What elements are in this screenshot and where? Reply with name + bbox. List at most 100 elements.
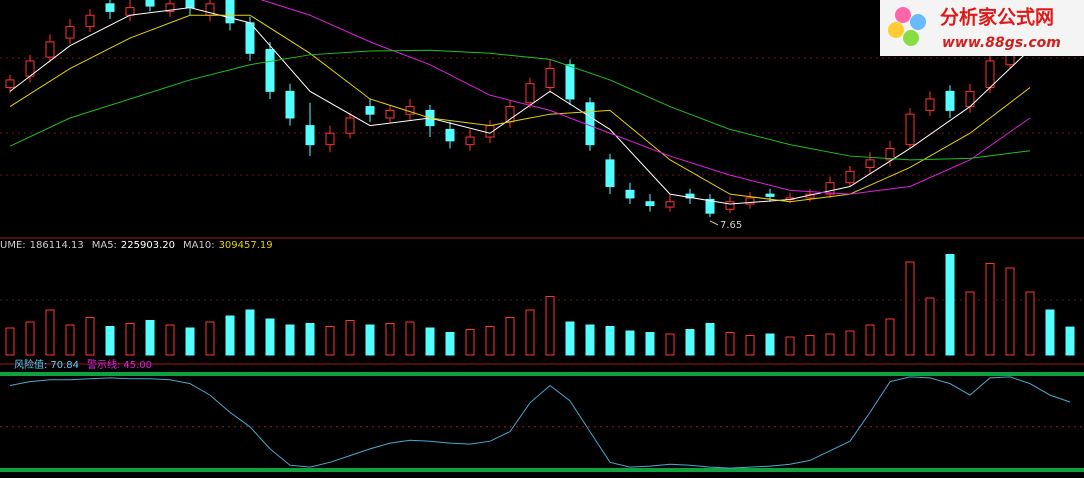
candle-body [985, 60, 995, 89]
candle-body [565, 64, 575, 100]
candle-body [905, 113, 915, 146]
candle-body [5, 79, 15, 89]
logo-petal [888, 22, 904, 38]
volume-bar [585, 324, 595, 356]
volume-bar [705, 323, 715, 356]
volume-bar [205, 321, 215, 356]
candle-body [365, 106, 375, 115]
volume-bar [865, 324, 875, 356]
candle-body [85, 14, 95, 28]
candle-body [685, 193, 695, 199]
volume-bar [1045, 309, 1055, 356]
legend-value: 225903.20 [121, 240, 175, 251]
candle-body [465, 136, 475, 146]
volume-bar [725, 332, 735, 356]
candle-body [625, 189, 635, 199]
volume-bar [5, 327, 15, 356]
volume-bar [445, 332, 455, 356]
volume-bar [125, 323, 135, 356]
volume-bar [145, 320, 155, 356]
logo-url: www.88gs.com [942, 35, 1061, 51]
volume-bar [925, 297, 935, 356]
volume-bar [385, 323, 395, 356]
volume-bar [185, 327, 195, 356]
volume-bar [365, 324, 375, 356]
risk-line [9, 376, 1071, 469]
candle-body [665, 201, 675, 208]
volume-bar [625, 330, 635, 356]
candle-body [325, 132, 335, 146]
candle-body [285, 90, 295, 119]
moving-average [260, 0, 1031, 195]
logo-petal [910, 14, 926, 30]
candle-body [825, 182, 835, 195]
moving-average [9, 14, 1031, 203]
candle-body [725, 201, 735, 210]
volume-bar [1025, 291, 1035, 356]
volume-bar [465, 329, 475, 356]
legend-value: 186114.13 [30, 240, 84, 251]
volume-bar [165, 324, 175, 356]
legend-label: UME: [0, 240, 26, 251]
candle-body [145, 0, 155, 7]
logo: 分析家公式网 www.88gs.com [880, 0, 1084, 56]
legend-label: 警示线: [87, 358, 120, 371]
candle-body [605, 159, 615, 188]
candle-body [885, 147, 895, 161]
candle-body [925, 98, 935, 111]
volume-bar [665, 333, 675, 356]
candle-body [705, 198, 715, 214]
candle-body [125, 7, 135, 16]
candle-body [445, 128, 455, 142]
volume-bar [965, 291, 975, 356]
volume-bar [905, 261, 915, 356]
logo-petal [895, 7, 911, 23]
logo-petal [903, 30, 919, 46]
legend-value: 45.00 [123, 360, 152, 371]
volume-bar [285, 324, 295, 356]
volume-bar [1005, 267, 1015, 356]
candle-body [185, 0, 195, 9]
legend-value: 309457.19 [219, 240, 273, 251]
legend-label: MA10: [183, 240, 215, 251]
candle-body [845, 170, 855, 184]
volume-bar [605, 326, 615, 356]
candle-body [745, 197, 755, 205]
volume-bar [685, 329, 695, 356]
candle-body [585, 102, 595, 146]
volume-bar [645, 332, 655, 356]
candle-body [225, 0, 235, 24]
low-annotation: 7.65 [720, 220, 742, 231]
volume-bar [485, 326, 495, 356]
moving-average [9, 49, 1031, 161]
volume-bar [405, 321, 415, 356]
volume-bar [765, 333, 775, 356]
volume-bar [325, 326, 335, 356]
volume-bar [845, 330, 855, 356]
volume-bar [825, 333, 835, 356]
candle-body [645, 201, 655, 207]
volume-bar [85, 317, 95, 356]
volume-bar [545, 296, 555, 356]
price-grid [0, 57, 1084, 301]
legend-value: 70.84 [50, 360, 79, 371]
volume-bar [525, 309, 535, 356]
volume-bar [785, 336, 795, 356]
candle-body [765, 193, 775, 197]
candle-body [945, 90, 955, 111]
volume-bar [245, 309, 255, 356]
moving-average [9, 7, 1031, 205]
volume-bar [985, 263, 995, 356]
volume-bar [45, 309, 55, 356]
volume-bar [805, 335, 815, 356]
volume-bar [1065, 326, 1075, 356]
volume-bar [105, 326, 115, 356]
candle-body [265, 48, 275, 92]
volume-bar [65, 324, 75, 356]
candle-body [45, 41, 55, 58]
volume-bar [745, 335, 755, 356]
volume-bar [25, 321, 35, 356]
candle-body [165, 3, 175, 12]
volume-bar [885, 318, 895, 356]
volume-bar [345, 320, 355, 356]
